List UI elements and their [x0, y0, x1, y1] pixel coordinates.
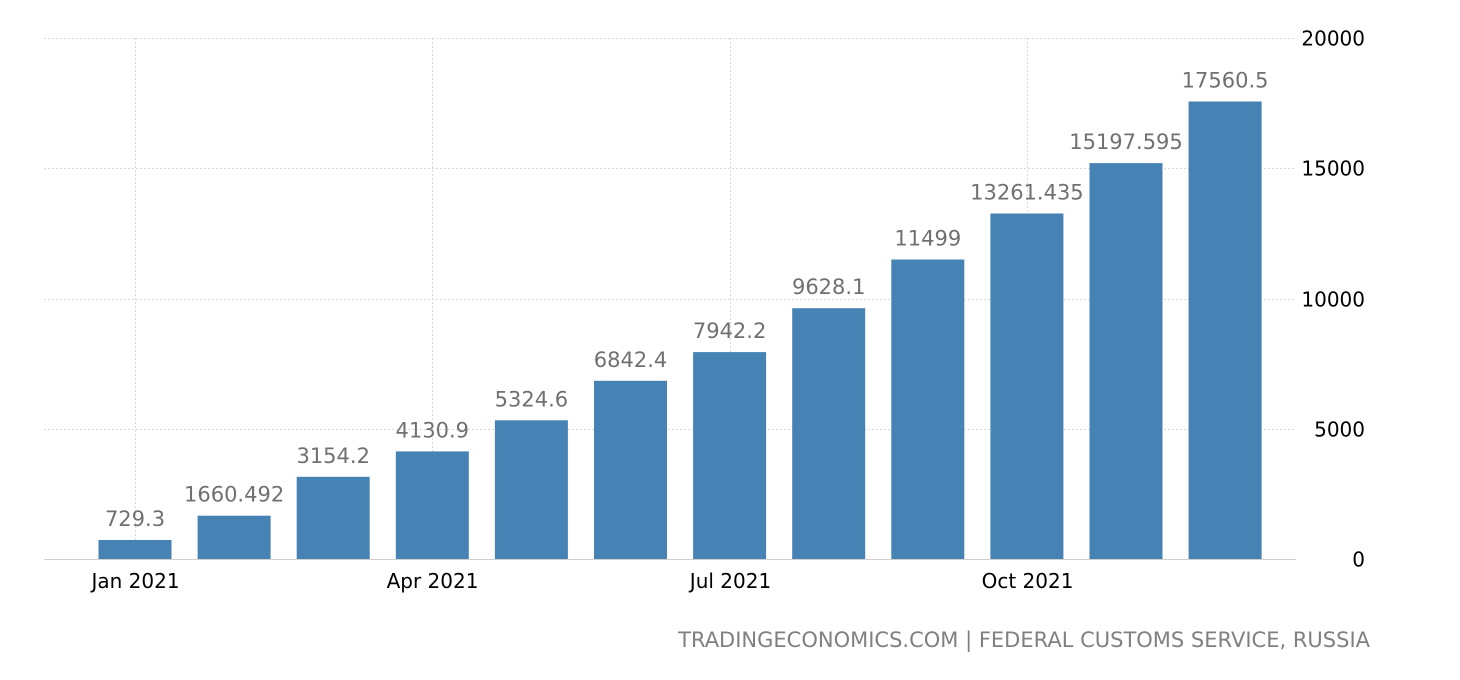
x-tick-label: Jan 2021: [89, 569, 179, 593]
bar-value-label: 3154.2: [296, 444, 369, 468]
y-tick-label: 20000: [1301, 27, 1365, 51]
x-tick-label: Apr 2021: [387, 569, 479, 593]
gridlines: [44, 38, 1296, 560]
bar: [98, 540, 172, 559]
x-tick-label: Jul 2021: [688, 569, 771, 593]
bar-value-label: 5324.6: [495, 387, 568, 411]
data-labels: 729.3 1660.492 3154.2 4130.9 5324.6 6842.4 794…: [105, 69, 1269, 532]
bar-value-label: 17560.5: [1182, 69, 1269, 93]
bar: [296, 476, 370, 559]
bar-value-label: 9628.1: [792, 275, 865, 299]
bar: [693, 352, 767, 559]
bar: [891, 259, 965, 559]
bar: [494, 420, 568, 559]
x-tick-label: Oct 2021: [982, 569, 1074, 593]
bar: [594, 380, 667, 559]
bar: [792, 308, 866, 559]
y-tick-label: 15000: [1301, 157, 1365, 181]
bar-value-label: 15197.595: [1069, 130, 1183, 154]
bar-value-label: 1660.492: [184, 483, 284, 507]
bar-value-label: 4130.9: [396, 418, 469, 442]
x-axis: Jan 2021 Apr 2021 Jul 2021 Oct 2021: [89, 569, 1073, 593]
y-tick-label: 0: [1352, 548, 1365, 572]
y-axis: 0 5000 10000 15000 20000: [1301, 27, 1365, 572]
source-label: TRADINGECONOMICS.COM | FEDERAL CUSTOMS S…: [678, 628, 1370, 652]
bar: [395, 451, 469, 559]
bar-value-label: 6842.4: [594, 348, 667, 372]
y-tick-label: 10000: [1301, 288, 1365, 312]
bar-value-label: 13261.435: [970, 181, 1084, 205]
bar: [1188, 101, 1262, 559]
y-tick-label: 5000: [1314, 418, 1365, 442]
bar-value-label: 729.3: [105, 507, 165, 531]
bar-value-label: 11499: [894, 227, 961, 251]
bar: [197, 515, 271, 559]
bar-value-label: 7942.2: [693, 319, 766, 343]
bars: [98, 101, 1262, 559]
bar: [1089, 163, 1163, 559]
bar: [990, 213, 1064, 559]
